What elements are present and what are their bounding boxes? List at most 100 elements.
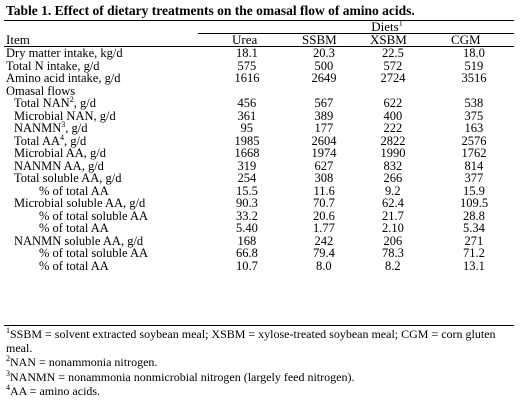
row-label: % of total AA (39, 222, 109, 235)
table-cell: 1.77 (313, 221, 335, 235)
footnotes: 1SSBM = solvent extracted soybean meal; … (6, 327, 514, 398)
row-label-text: Total AA (14, 133, 60, 148)
table-cell: 572 (383, 58, 403, 73)
table-cell: 18.0 (463, 46, 485, 60)
table-cell: 361 (237, 108, 257, 123)
row-label-text: Total soluble AA, g/d (14, 171, 122, 185)
row-label-text: NANMN AA, g/d (14, 158, 104, 173)
table-cell: 519 (464, 58, 484, 73)
row-label-text: % of total AA (39, 183, 109, 198)
table-cell: 1668 (234, 146, 260, 160)
table-cell: 567 (314, 96, 334, 110)
table-row: % of total AA 5.40 1.77 2.10 5.34 (0, 222, 520, 235)
table-cell: 168 (237, 233, 257, 248)
footnote-marker: 3 (6, 368, 10, 378)
diets-header: Diets1 (263, 19, 511, 35)
table-cell: 308 (314, 171, 334, 185)
table-cell: 2822 (380, 133, 406, 148)
table-row: % of total soluble AA 66.8 79.4 78.3 71.2 (0, 247, 520, 260)
table-cell: 70.7 (313, 196, 335, 210)
row-label: Total NAN2, g/d (14, 94, 96, 110)
table-cell: 20.6 (313, 208, 335, 223)
table-cell: 95 (240, 121, 254, 135)
row-label-text: NANMN (14, 121, 62, 135)
bottom-rule (4, 325, 514, 327)
table-cell: 62.4 (382, 196, 404, 210)
table-cell: 832 (383, 158, 403, 173)
row-label: Microbial soluble AA, g/d (14, 197, 145, 210)
table-row: Total NAN2, g/d 456 567 622 538 (0, 94, 520, 110)
table-cell: 242 (314, 233, 334, 248)
table-cell: 5.34 (463, 221, 485, 235)
table-cell: 22.5 (382, 46, 404, 60)
row-label: NANMN soluble AA, g/d (14, 233, 144, 248)
table-cell: 389 (314, 108, 334, 123)
table-cell: 79.4 (313, 246, 335, 260)
row-label-suffix: , g/d (73, 96, 96, 110)
table-cell: 271 (464, 233, 484, 248)
column-header-cgm: CGM (451, 32, 481, 47)
footnote: 2NAN = nonammonia nitrogen. (6, 355, 514, 370)
table-cell: 319 (237, 158, 257, 173)
row-label-text: Microbial NAN, g/d (14, 108, 116, 123)
row-label-text: Total NAN (14, 96, 70, 110)
table-cell: 2724 (380, 71, 406, 85)
row-label: % of total AA (39, 183, 109, 198)
table-cell: 13.1 (463, 258, 485, 273)
table-cell: 2576 (461, 133, 487, 148)
row-label-text: % of total soluble AA (39, 208, 149, 223)
footnote-marker: 4 (6, 382, 10, 392)
row-label: Total AA4, g/d (14, 132, 86, 148)
table-row: Amino acid intake, g/d 1616 2649 2724 3516 (0, 72, 520, 85)
row-label-text: % of total AA (39, 221, 109, 235)
table-cell: 15.5 (236, 183, 258, 198)
table-cell: 8.0 (316, 258, 332, 273)
footnote: 3NANMN = nonammonia nonmicrobial nitroge… (6, 368, 514, 384)
row-label-sup: 4 (60, 132, 64, 142)
row-label: % of total soluble AA (39, 247, 148, 260)
table-row: NANMN3, g/d 95 177 222 163 (0, 120, 520, 135)
row-label-suffix: , g/d (65, 121, 88, 135)
row-label-text: % of total AA (39, 258, 109, 273)
table-row: Total soluble AA, g/d 254 308 266 377 (0, 172, 520, 185)
table-cell: 2649 (311, 71, 337, 85)
table-cell: 1985 (234, 133, 260, 148)
table-row: NANMN soluble AA, g/d 168 242 206 271 (0, 233, 520, 248)
table-cell: 400 (383, 108, 403, 123)
table-cell: 18.1 (236, 46, 258, 60)
table-cell: 206 (383, 233, 403, 248)
table-cell: 66.8 (236, 246, 258, 260)
row-label-text: NANMN soluble AA, g/d (14, 233, 144, 248)
table-cell: 222 (383, 121, 403, 135)
table-cell: 10.7 (236, 258, 258, 273)
item-header: Item (6, 32, 30, 47)
row-label-sup: 2 (69, 94, 74, 104)
row-label-text: Dry matter intake, kg/d (6, 46, 123, 60)
table-cell: 8.2 (385, 258, 401, 273)
table-cell: 28.8 (463, 208, 485, 223)
table-cell: 2.10 (382, 221, 404, 235)
table-cell: 3516 (461, 71, 487, 85)
table-cell: 538 (464, 96, 484, 110)
footnote: 1SSBM = solvent extracted soybean meal; … (6, 327, 514, 356)
row-label: % of total soluble AA (39, 208, 149, 223)
table-row: % of total soluble AA 33.2 20.6 21.7 28.8 (0, 208, 520, 223)
row-label-text: Microbial soluble AA, g/d (14, 196, 146, 210)
table-cell: 266 (383, 171, 403, 185)
row-label: Omasal flows (6, 83, 76, 98)
table-cell: 20.3 (313, 46, 335, 60)
row-label-text: Omasal flows (6, 83, 76, 98)
column-header-urea: Urea (232, 32, 258, 47)
table-row: NANMN AA, g/d 319 627 832 814 (0, 158, 520, 173)
column-header-ssbm: SSBM (302, 32, 337, 47)
table-cell: 456 (237, 96, 257, 110)
column-header-xsbm: XSBM (370, 32, 407, 47)
table-title: Table 1. Effect of dietary treatments on… (6, 3, 415, 18)
footnote: 4AA = amino acids. (6, 382, 514, 398)
table-row: % of total AA 15.5 11.6 9.2 15.9 (0, 183, 520, 198)
table-row: Total AA4, g/d 1985 2604 2822 2576 (0, 132, 520, 148)
row-label: Microbial AA, g/d (14, 147, 106, 160)
footnote-text: NAN = nonammonia nitrogen. (10, 355, 158, 370)
table-cell: 109.5 (460, 196, 489, 210)
table-row: Omasal flows (0, 83, 520, 98)
